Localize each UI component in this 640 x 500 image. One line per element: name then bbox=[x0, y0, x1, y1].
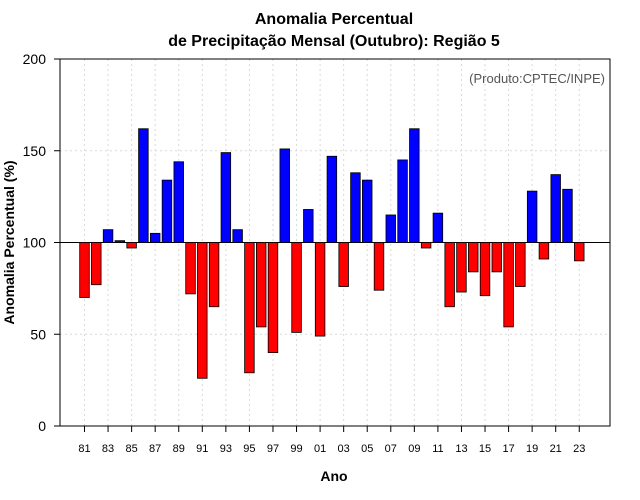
y-tick-label: 50 bbox=[30, 326, 46, 342]
y-tick-label: 100 bbox=[23, 235, 47, 251]
bar-06 bbox=[373, 242, 385, 291]
x-tick-label: 13 bbox=[455, 443, 467, 455]
chart-subtitle: de Precipitação Mensal (Outubro): Região… bbox=[168, 33, 500, 50]
x-tick-label: 89 bbox=[173, 443, 185, 455]
x-tick-label: 09 bbox=[408, 443, 420, 455]
y-axis: 0 50 100 150 200 bbox=[23, 51, 60, 434]
bar-82 bbox=[91, 242, 102, 286]
bar-95 bbox=[244, 242, 255, 374]
x-tick-label: 19 bbox=[526, 443, 538, 455]
bars bbox=[79, 128, 585, 379]
y-tick-label: 150 bbox=[23, 143, 47, 159]
bar-22 bbox=[562, 188, 573, 243]
bar-15 bbox=[479, 242, 491, 297]
bar-91 bbox=[197, 242, 208, 379]
x-tick-label: 87 bbox=[149, 443, 161, 455]
x-tick-label: 99 bbox=[290, 443, 302, 455]
bar-16 bbox=[491, 242, 503, 273]
x-axis-label: Ano bbox=[320, 468, 347, 484]
bar-20 bbox=[538, 242, 550, 260]
y-axis-label: Anomalia Percentual (%) bbox=[1, 160, 17, 324]
x-tick-label: 17 bbox=[502, 443, 514, 455]
bar-96 bbox=[255, 242, 267, 328]
bar-18 bbox=[515, 242, 526, 287]
bar-86 bbox=[138, 128, 149, 243]
x-tick-label: 93 bbox=[220, 443, 232, 455]
chart-title: Anomalia Percentual bbox=[255, 11, 413, 28]
bar-99 bbox=[291, 242, 302, 333]
x-tick-label: 07 bbox=[385, 443, 397, 455]
x-tick-label: 83 bbox=[102, 443, 114, 455]
bar-87 bbox=[149, 232, 161, 243]
x-tick-label: 15 bbox=[479, 443, 491, 455]
bar-05 bbox=[362, 179, 373, 243]
bar-84 bbox=[114, 240, 126, 243]
x-tick-label: 85 bbox=[125, 443, 137, 455]
plot-frame bbox=[59, 58, 611, 427]
source-annotation: (Produto:CPTEC/INPE) bbox=[469, 71, 605, 86]
bar-85 bbox=[126, 242, 137, 249]
bar-00 bbox=[303, 209, 314, 243]
bar-08 bbox=[397, 159, 408, 243]
grid-lines bbox=[60, 58, 610, 427]
bar-03 bbox=[338, 242, 349, 287]
x-tick-label: 81 bbox=[78, 443, 90, 455]
bar-97 bbox=[267, 242, 279, 353]
x-tick-label: 23 bbox=[573, 443, 585, 455]
bar-94 bbox=[232, 229, 243, 243]
bar-11 bbox=[432, 212, 444, 243]
bar-88 bbox=[161, 179, 173, 243]
bar-90 bbox=[185, 242, 196, 295]
x-tick-label: 01 bbox=[314, 443, 326, 455]
bar-13 bbox=[456, 242, 467, 293]
bar-07 bbox=[385, 214, 396, 243]
bar-81 bbox=[79, 242, 90, 298]
x-tick-label: 03 bbox=[338, 443, 350, 455]
x-tick-label: 05 bbox=[361, 443, 373, 455]
bar-93 bbox=[220, 152, 232, 243]
x-tick-label: 21 bbox=[550, 443, 562, 455]
x-tick-label: 95 bbox=[243, 443, 255, 455]
bar-98 bbox=[279, 148, 290, 243]
x-axis: 81 83 85 87 89 91 93 95 97 99 01 03 05 07 09 11 13 15 17 19… bbox=[78, 426, 585, 455]
x-tick-label: 91 bbox=[196, 443, 208, 455]
y-tick-label: 200 bbox=[23, 51, 47, 67]
bar-12 bbox=[444, 242, 455, 308]
bar-17 bbox=[503, 242, 514, 328]
bar-09 bbox=[409, 128, 420, 243]
bar-04 bbox=[350, 172, 361, 243]
bar-14 bbox=[468, 242, 479, 273]
bar-10 bbox=[420, 242, 432, 249]
bar-02 bbox=[326, 155, 338, 243]
bar-23 bbox=[574, 242, 585, 262]
x-tick-label: 11 bbox=[432, 443, 443, 455]
bar-89 bbox=[173, 161, 184, 243]
bar-21 bbox=[550, 174, 561, 243]
bar-83 bbox=[102, 229, 114, 243]
y-tick-label: 0 bbox=[38, 418, 46, 434]
bar-92 bbox=[208, 242, 220, 308]
bar-19 bbox=[526, 190, 538, 243]
bar-01 bbox=[314, 242, 326, 337]
x-tick-label: 97 bbox=[267, 443, 279, 455]
